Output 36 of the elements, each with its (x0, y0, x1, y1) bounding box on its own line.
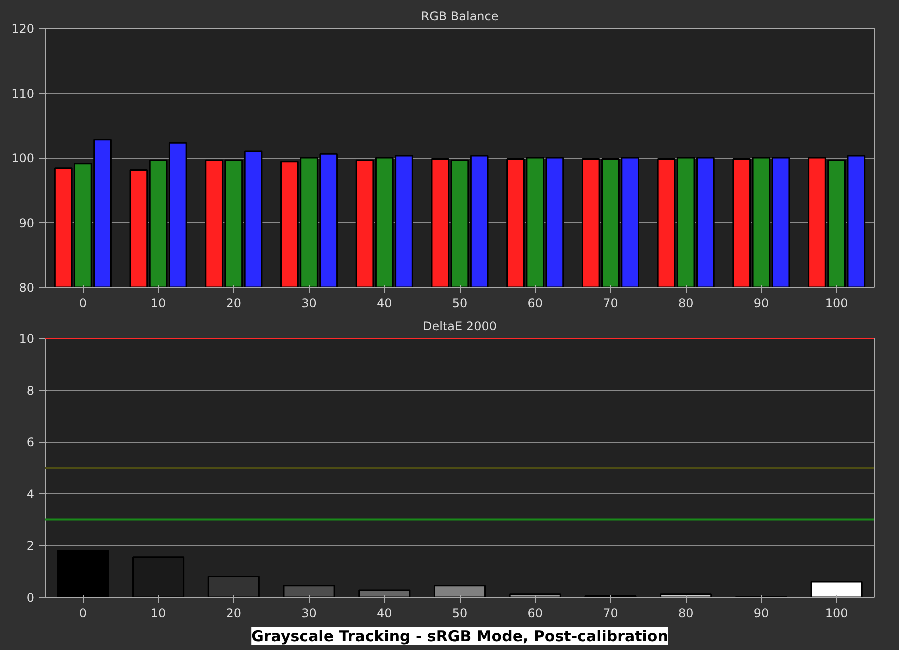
x-tick-label: 60 (528, 606, 544, 620)
y-tick-label: 110 (12, 86, 34, 101)
x-tick-label: 80 (678, 296, 694, 310)
y-tick-label: 6 (26, 436, 35, 450)
chart-title: DeltaE 2000 (423, 320, 497, 334)
x-tick-label: 100 (825, 296, 848, 310)
x-tick-label: 10 (150, 296, 166, 310)
x-tick-label: 20 (226, 296, 242, 310)
y-tick-label: 2 (26, 539, 35, 554)
y-tick-label: 8 (26, 384, 35, 398)
text: Grayscale Tracking - sRGB Mode, Post-calibration (252, 628, 668, 646)
x-tick-label: 80 (678, 606, 694, 620)
y-tick-label: 90 (19, 216, 35, 230)
x-tick-label: 50 (452, 296, 468, 310)
x-tick-label: 0 (79, 296, 88, 310)
y-tick-label: 0 (26, 591, 35, 605)
y-tick-label: 10 (19, 332, 35, 346)
x-tick-label: 30 (302, 606, 317, 620)
chart-title: RGB Balance (421, 10, 499, 24)
x-tick-label: 70 (603, 606, 618, 620)
y-tick-label: 4 (26, 487, 35, 502)
x-tick-label: 10 (150, 606, 166, 620)
x-tick-label: 50 (452, 606, 468, 620)
x-tick-label: 90 (754, 296, 770, 310)
x-tick-label: 30 (302, 296, 317, 310)
x-tick-label: 100 (825, 606, 848, 620)
y-tick-label: 80 (19, 281, 35, 295)
y-tick-label: 120 (12, 22, 34, 36)
x-tick-label: 0 (79, 606, 88, 620)
x-tick-label: 70 (603, 296, 618, 310)
x-tick-label: 90 (754, 606, 770, 620)
x-tick-label: 20 (226, 606, 242, 620)
x-tick-label: 40 (377, 606, 392, 620)
y-tick-label: 100 (12, 152, 34, 166)
x-tick-label: 40 (377, 296, 392, 310)
x-tick-label: 60 (528, 296, 544, 310)
